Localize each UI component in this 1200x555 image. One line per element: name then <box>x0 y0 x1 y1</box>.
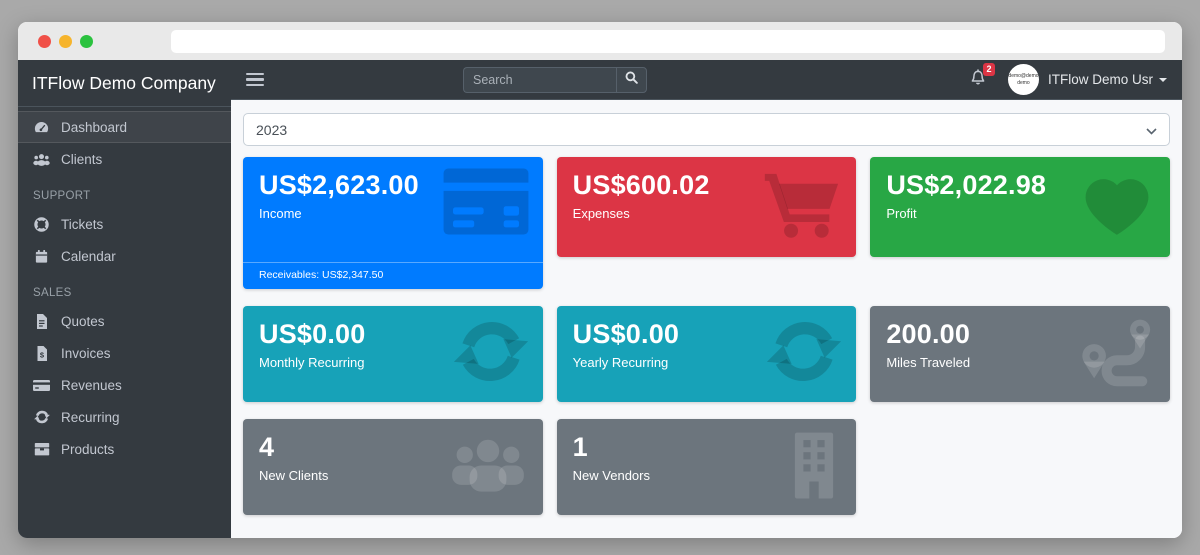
app-frame: ITFlow Demo Company Dashboard Clients SU… <box>18 60 1182 538</box>
route-icon <box>1076 317 1156 392</box>
top-navbar: 2 demo@demo demo ITFlow Demo Usr <box>231 60 1182 100</box>
card-label: Income <box>259 206 302 221</box>
avatar-text: demo@demo <box>1008 72 1039 79</box>
users-icon <box>447 434 529 501</box>
user-name: ITFlow Demo Usr <box>1047 72 1153 87</box>
sidebar-item-label: Products <box>61 441 115 457</box>
sidebar-item-label: Tickets <box>61 216 104 232</box>
card-value: US$2,022.98 <box>886 170 1047 200</box>
sidebar-item-calendar[interactable]: Calendar <box>18 240 231 272</box>
brand-title: ITFlow Demo Company <box>18 60 231 107</box>
sync-icon <box>33 409 50 425</box>
file-invoice-dollar-icon: $ <box>33 345 50 361</box>
sidebar-item-label: Revenues <box>61 377 122 393</box>
sidebar-toggle-button[interactable] <box>246 72 264 87</box>
profit-card: US$2,022.98 Profit <box>870 157 1170 257</box>
user-menu-button[interactable]: ITFlow Demo Usr <box>1048 72 1167 87</box>
avatar[interactable]: demo@demo demo <box>1007 64 1039 95</box>
life-ring-icon <box>33 216 50 232</box>
cards-row-2: US$0.00 Monthly Recurring US$0.00 Yearly… <box>243 306 1170 402</box>
card-label: New Clients <box>259 468 329 483</box>
card-value: 1 <box>572 432 588 462</box>
sidebar-item-label: Recurring <box>61 409 120 425</box>
maximize-window-button[interactable] <box>80 34 93 48</box>
notification-badge: 2 <box>982 63 995 76</box>
monthly-recurring-card: US$0.00 Monthly Recurring <box>243 306 543 402</box>
bell-icon <box>970 69 986 90</box>
card-value: US$0.00 <box>259 319 366 349</box>
new-vendors-card: 1 New Vendors <box>556 419 857 515</box>
sidebar-item-label: Dashboard <box>61 119 128 135</box>
sidebar-item-label: Calendar <box>61 248 116 264</box>
sidebar-item-tickets[interactable]: Tickets <box>18 208 231 240</box>
sidebar-item-revenues[interactable]: Revenues <box>18 369 231 401</box>
main-column: 2 demo@demo demo ITFlow Demo Usr 2023 <box>231 60 1182 538</box>
card-label: Profit <box>886 206 917 221</box>
search-icon <box>625 71 638 89</box>
sidebar-item-products[interactable]: Products <box>18 433 231 465</box>
shopping-cart-icon <box>762 170 842 245</box>
sidebar-item-clients[interactable]: Clients <box>18 143 231 175</box>
box-icon <box>33 441 50 457</box>
close-window-button[interactable] <box>38 34 51 48</box>
avatar-text: demo <box>1017 79 1030 86</box>
sync-icon <box>766 319 842 390</box>
card-value: US$0.00 <box>572 319 680 349</box>
credit-card-icon <box>443 168 529 240</box>
browser-window: ITFlow Demo Company Dashboard Clients SU… <box>18 22 1182 538</box>
gauge-icon <box>33 119 50 135</box>
card-value: US$2,623.00 <box>259 170 419 200</box>
sidebar-item-label: Quotes <box>61 313 105 329</box>
building-icon <box>786 431 842 504</box>
file-icon <box>33 313 50 329</box>
users-icon <box>33 151 50 167</box>
card-label: Expenses <box>572 206 630 221</box>
svg-text:$: $ <box>39 350 44 359</box>
card-value: 4 <box>259 432 275 462</box>
card-label: Yearly Recurring <box>572 355 669 370</box>
search-input[interactable] <box>462 66 616 93</box>
sidebar-item-quotes[interactable]: Quotes <box>18 305 231 337</box>
income-card: US$2,623.00 Income Receivables: US$2,347… <box>243 157 543 289</box>
search-group <box>462 66 647 93</box>
card-value: US$600.02 <box>572 170 710 200</box>
caret-down-icon <box>1158 77 1167 82</box>
card-label: Miles Traveled <box>886 355 971 370</box>
sync-icon <box>453 319 529 390</box>
cards-row-3: 4 New Clients 1 New Vendors <box>243 419 1170 515</box>
chevron-down-icon <box>1146 122 1157 138</box>
credit-card-icon <box>33 377 50 393</box>
heart-icon <box>1078 170 1156 245</box>
address-bar[interactable] <box>171 29 1165 53</box>
sidebar-section-support: SUPPORT <box>33 190 91 202</box>
sidebar-item-dashboard[interactable]: Dashboard <box>18 111 231 143</box>
sidebar-item-label: Clients <box>61 151 103 167</box>
notifications-button[interactable]: 2 <box>970 63 995 91</box>
year-select[interactable]: 2023 <box>243 113 1170 146</box>
cards-row-1: US$2,623.00 Income Receivables: US$2,347… <box>243 157 1170 289</box>
expenses-card: US$600.02 Expenses <box>556 157 857 257</box>
sidebar-item-label: Invoices <box>61 345 111 361</box>
year-select-value: 2023 <box>256 121 288 138</box>
minimize-window-button[interactable] <box>59 34 72 48</box>
navbar-right: 2 demo@demo demo ITFlow Demo Usr <box>970 63 1167 95</box>
calendar-icon <box>33 248 50 264</box>
browser-titlebar <box>18 22 1182 60</box>
card-value: 200.00 <box>886 319 971 349</box>
card-footer: Receivables: US$2,347.50 <box>243 262 543 289</box>
dashboard-content: 2023 US$2,623.00 Income Receivables: <box>231 100 1182 538</box>
new-clients-card: 4 New Clients <box>243 419 543 515</box>
sidebar-item-invoices[interactable]: $ Invoices <box>18 337 231 369</box>
sidebar: ITFlow Demo Company Dashboard Clients SU… <box>18 60 231 538</box>
search-button[interactable] <box>615 66 647 93</box>
sidebar-item-recurring[interactable]: Recurring <box>18 401 231 433</box>
sidebar-nav: Dashboard Clients SUPPORT Tickets <box>18 107 231 465</box>
card-label: Monthly Recurring <box>259 355 365 370</box>
sidebar-section-sales: SALES <box>33 287 72 299</box>
miles-traveled-card: 200.00 Miles Traveled <box>870 306 1170 402</box>
yearly-recurring-card: US$0.00 Yearly Recurring <box>556 306 857 402</box>
card-label: New Vendors <box>572 468 650 483</box>
